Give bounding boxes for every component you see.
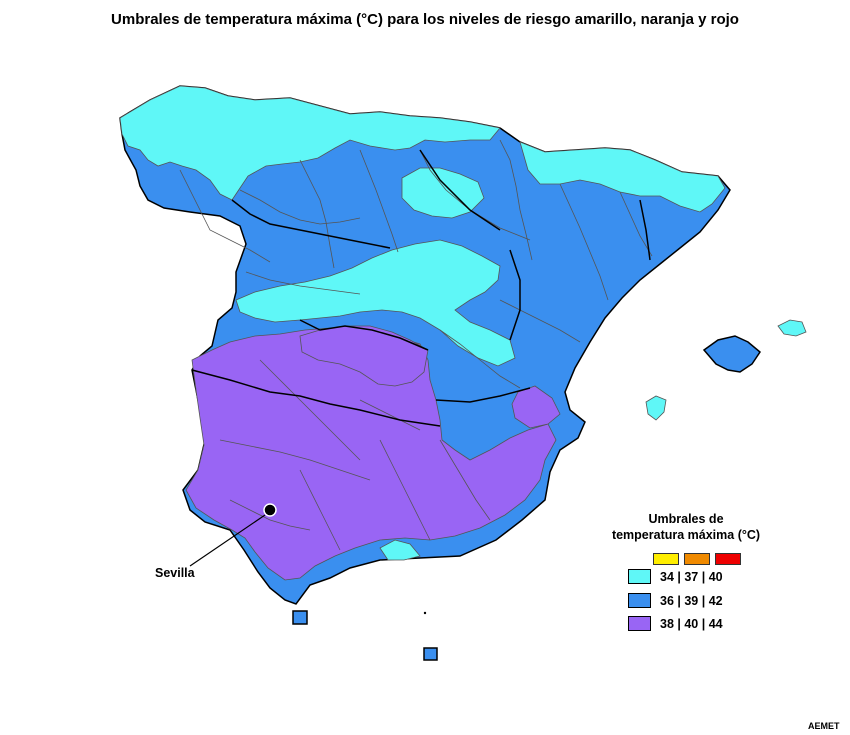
risk-level-row — [653, 553, 741, 565]
legend-swatch-purple — [628, 616, 651, 631]
alboran-dot — [423, 611, 427, 615]
map-title: Umbrales de temperatura máxima (°C) para… — [111, 11, 739, 28]
island-mallorca — [702, 335, 761, 373]
zone-cyan-south — [379, 539, 421, 561]
legend-item-cyan: 34 | 37 | 40 — [628, 569, 723, 584]
zone-cyan-north — [119, 85, 501, 201]
legend-item-purple: 38 | 40 | 44 — [628, 616, 723, 631]
legend-label-cyan: 34 | 37 | 40 — [660, 569, 723, 584]
island-ibiza — [645, 395, 667, 421]
city-label-sevilla: Sevilla — [155, 566, 195, 580]
ceuta — [292, 610, 308, 625]
zone-cyan-ebro-west — [401, 167, 485, 219]
risk-amarillo-box — [653, 553, 679, 565]
risk-naranja-box — [684, 553, 710, 565]
sevilla-marker — [263, 503, 277, 517]
province-boundaries — [179, 139, 653, 551]
legend-label-blue: 36 | 39 | 42 — [660, 593, 723, 608]
zone-cyan-pyrenees — [519, 141, 726, 213]
melilla — [423, 647, 438, 661]
sevilla-pointer-line — [189, 514, 266, 567]
island-menorca — [777, 319, 807, 337]
source-credit: AEMET — [808, 721, 840, 731]
zone-purple-madrid — [299, 325, 429, 387]
legend-item-blue: 36 | 39 | 42 — [628, 593, 723, 608]
legend-title-line1: Umbrales de — [648, 512, 724, 526]
risk-rojo-box — [715, 553, 741, 565]
region-boundaries — [191, 149, 651, 427]
legend-swatch-cyan — [628, 569, 651, 584]
legend-title: Umbrales de temperatura máxima (°C) — [598, 511, 774, 543]
zone-cyan-central — [235, 239, 516, 367]
legend-title-line2: temperatura máxima (°C) — [611, 528, 761, 542]
zone-purple-murcia — [511, 385, 561, 429]
legend-label-purple: 38 | 40 | 44 — [660, 616, 723, 631]
legend-swatch-blue — [628, 593, 651, 608]
